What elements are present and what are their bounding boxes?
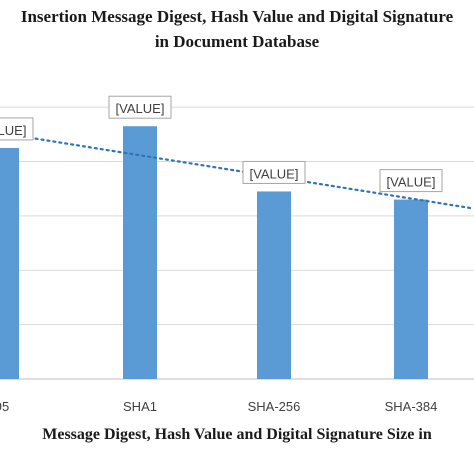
data-labels: [VALUE] [VALUE] [VALUE] [VALUE] (0, 95, 443, 193)
bar (394, 199, 428, 379)
data-label-text: [VALUE] (116, 101, 165, 116)
data-label-box (242, 160, 306, 184)
data-label: [VALUE] (0, 117, 34, 141)
x-tick-label: SHA1 (123, 399, 157, 414)
x-tick-labels: 95 SHA1 SHA-256 SHA-384 (0, 399, 437, 414)
x-tick-label: SHA-384 (385, 399, 438, 414)
data-label-text: [VALUE] (250, 166, 299, 181)
chart-title-line-2: in Document Database (154, 32, 320, 51)
data-label-box (0, 117, 34, 141)
x-tick-label: 95 (0, 399, 9, 414)
data-label-box (379, 169, 443, 193)
bar (0, 147, 19, 379)
bar (257, 191, 291, 379)
chart-title: Insertion Message Digest, Hash Value and… (0, 4, 474, 54)
data-label: [VALUE] (242, 160, 306, 184)
trendline (0, 131, 474, 210)
data-label-text: [VALUE] (0, 123, 26, 138)
bars (0, 126, 428, 379)
bar (123, 126, 157, 379)
x-tick-label: SHA-256 (248, 399, 301, 414)
data-label: [VALUE] (379, 169, 443, 193)
trendline-group (0, 131, 474, 210)
data-label-text: [VALUE] (387, 175, 436, 190)
data-label: [VALUE] (108, 95, 172, 119)
x-axis-title: Message Digest, Hash Value and Digital S… (42, 426, 432, 443)
data-label-box (108, 95, 172, 119)
chart-title-line-1: Insertion Message Digest, Hash Value and… (20, 7, 454, 26)
